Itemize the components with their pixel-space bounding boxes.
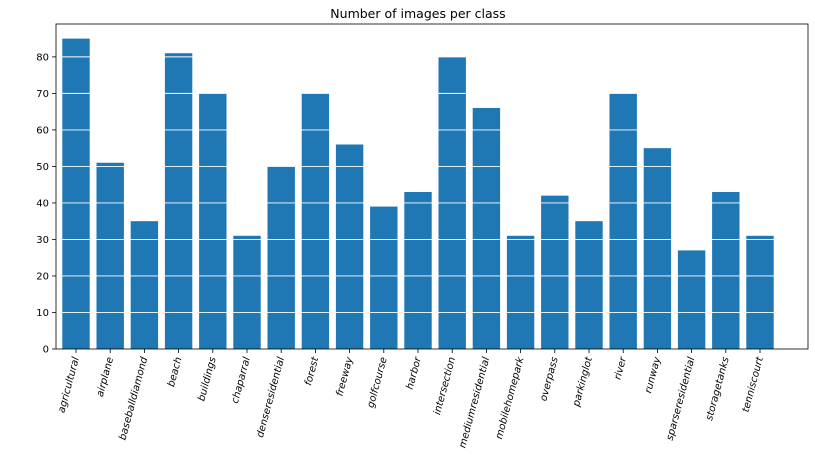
y-tick-label: 20 bbox=[36, 272, 49, 283]
x-tick-label-sparseresidential: sparseresidential bbox=[665, 356, 698, 442]
bar-mediumresidential bbox=[472, 107, 501, 350]
y-tick-label: 40 bbox=[36, 199, 49, 210]
x-tick-label-chaparral: chaparral bbox=[230, 356, 253, 405]
bar-baseballdiamond bbox=[130, 221, 159, 349]
bar-runway bbox=[643, 148, 672, 349]
bar-golfcourse bbox=[370, 206, 398, 349]
plot-frame bbox=[55, 23, 809, 350]
chart-title: Number of images per class bbox=[330, 6, 505, 21]
x-tick-label-beach: beach bbox=[166, 356, 185, 388]
y-tick-label: 80 bbox=[36, 52, 49, 63]
x-tick-label-intersection: intersection bbox=[432, 356, 458, 416]
x-tick-label-denseresidential: denseresidential bbox=[255, 356, 287, 439]
bars-layer bbox=[62, 38, 774, 350]
bar-harbor bbox=[404, 191, 432, 349]
x-axis-ticks: agricultural airplane baseballdiamond beach… bbox=[56, 349, 766, 449]
bar-mobilehomepark bbox=[506, 235, 535, 349]
x-tick-label-river: river bbox=[612, 355, 629, 381]
x-tick-label-golfcourse: golfcourse bbox=[366, 356, 390, 409]
axes-layer bbox=[55, 23, 809, 350]
x-tick-label-mediumresidential: mediumresidential bbox=[457, 356, 492, 450]
bar-chaparral bbox=[233, 235, 261, 349]
bar-buildings bbox=[199, 93, 227, 349]
x-tick-label-airplane: airplane bbox=[95, 356, 116, 398]
grid-layer bbox=[56, 56, 808, 313]
x-tick-label-harbor: harbor bbox=[405, 355, 424, 391]
x-tick-label-mobilehomepark: mobilehomepark bbox=[494, 355, 527, 441]
y-tick-label: 70 bbox=[36, 89, 49, 100]
x-tick-label-storagetanks: storagetanks bbox=[704, 356, 732, 422]
x-tick-label-parkinglot: parkinglot bbox=[571, 355, 595, 409]
x-tick-label-forest: forest bbox=[303, 355, 321, 387]
bar-forest bbox=[301, 93, 330, 349]
y-tick-label: 10 bbox=[36, 308, 49, 319]
bar-parkinglot bbox=[575, 221, 603, 349]
y-axis-ticks: 0 10 20 30 40 50 60 70 80 bbox=[36, 52, 56, 356]
bar-overpass bbox=[541, 195, 569, 349]
x-tick-label-buildings: buildings bbox=[196, 356, 218, 403]
x-tick-label-runway: runway bbox=[643, 355, 663, 395]
x-tick-label-baseballdiamond: baseballdiamond bbox=[117, 355, 150, 441]
x-tick-label-agricultural: agricultural bbox=[56, 356, 82, 414]
bar-tenniscourt bbox=[746, 235, 774, 349]
x-tick-label-overpass: overpass bbox=[538, 356, 560, 403]
y-tick-label: 50 bbox=[36, 162, 49, 173]
x-tick-label-tenniscourt: tenniscourt bbox=[741, 355, 767, 414]
bar-sparseresidential bbox=[677, 250, 706, 349]
y-tick-label: 30 bbox=[36, 235, 49, 246]
y-tick-label: 0 bbox=[43, 345, 49, 356]
bar-freeway bbox=[335, 144, 364, 349]
x-tick-label-freeway: freeway bbox=[334, 355, 355, 398]
bar-storagetanks bbox=[712, 191, 740, 349]
bar-denseresidential bbox=[267, 166, 295, 349]
y-tick-label: 60 bbox=[36, 126, 49, 137]
bar-beach bbox=[164, 53, 193, 350]
bar-river bbox=[609, 93, 637, 349]
bar-airplane bbox=[96, 162, 124, 349]
bar-agricultural bbox=[62, 38, 90, 350]
